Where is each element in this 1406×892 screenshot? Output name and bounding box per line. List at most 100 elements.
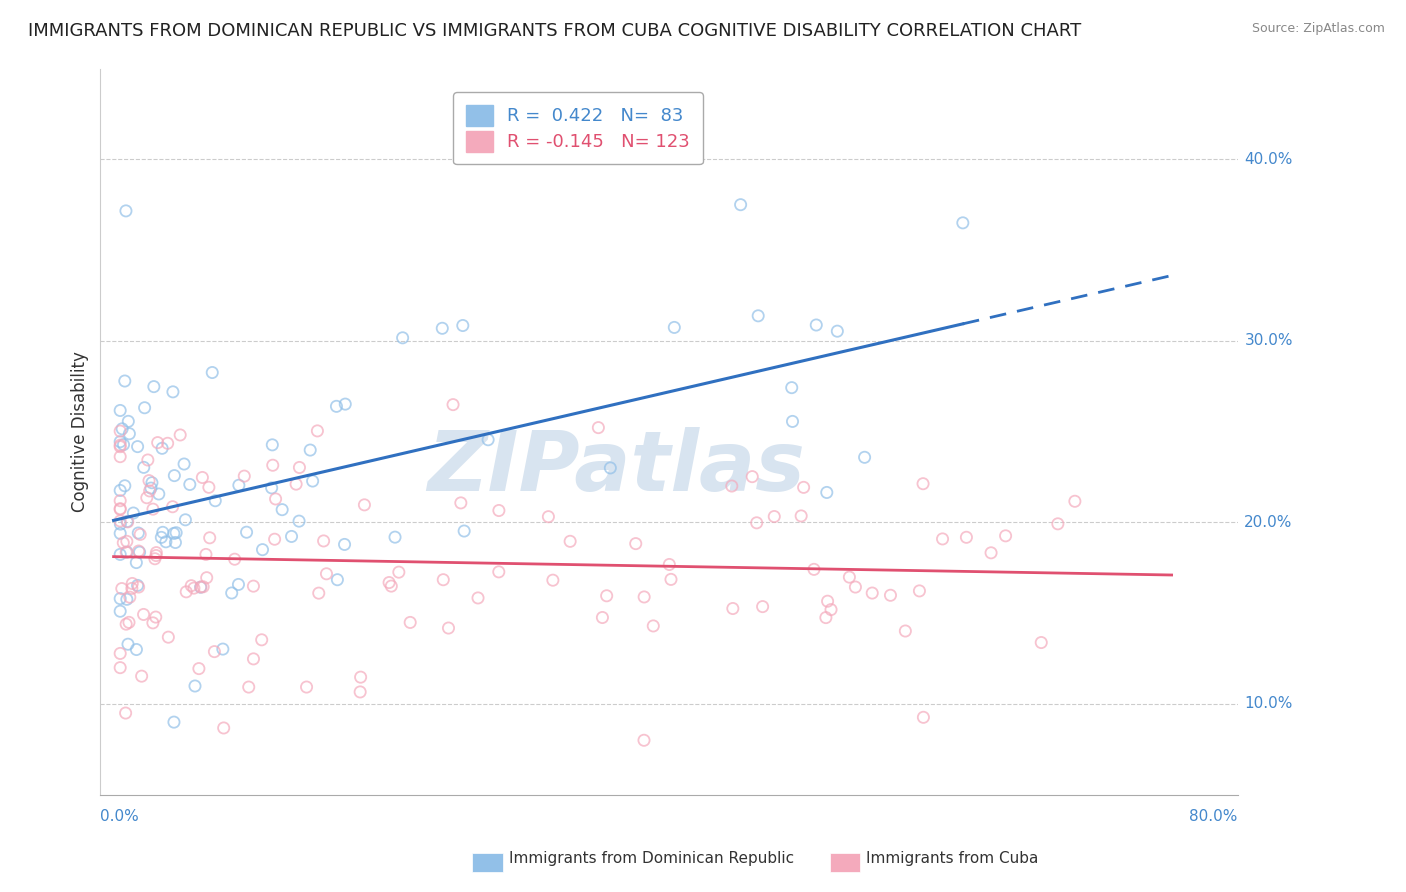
Text: ZIPatlas: ZIPatlas	[427, 427, 806, 508]
Point	[115, 515, 138, 529]
Point	[560, 534, 582, 549]
Point	[134, 401, 156, 415]
Point	[136, 453, 159, 467]
Point	[162, 500, 184, 514]
Point	[127, 526, 149, 541]
Point	[224, 552, 246, 566]
Point	[145, 546, 167, 560]
Point	[128, 580, 150, 594]
Point	[844, 580, 866, 594]
Point	[315, 566, 337, 581]
Point	[117, 414, 139, 428]
Point	[285, 477, 308, 491]
Point	[118, 590, 141, 604]
Point	[125, 642, 148, 657]
Point	[193, 580, 215, 594]
Point	[380, 579, 402, 593]
Point	[108, 434, 131, 449]
Point	[165, 525, 187, 540]
Point	[135, 491, 157, 505]
Point	[537, 509, 560, 524]
Point	[325, 400, 347, 414]
Point	[252, 542, 274, 557]
Point	[201, 366, 224, 380]
Point	[238, 680, 260, 694]
Point	[308, 586, 330, 600]
Point	[838, 570, 860, 584]
Point	[108, 647, 131, 661]
Point	[815, 485, 838, 500]
Point	[129, 527, 152, 541]
Point	[108, 514, 131, 528]
Point	[108, 438, 131, 452]
Point	[853, 450, 876, 465]
Point	[242, 579, 264, 593]
Point	[146, 435, 169, 450]
Point	[202, 645, 225, 659]
Point	[108, 548, 131, 562]
Point	[127, 578, 149, 592]
Point	[145, 549, 167, 563]
Point	[108, 591, 131, 606]
Point	[156, 436, 179, 450]
Point	[115, 617, 138, 632]
Point	[441, 398, 464, 412]
Text: 30.0%: 30.0%	[1244, 334, 1294, 349]
Point	[747, 309, 769, 323]
Point	[125, 556, 148, 570]
Point	[150, 530, 173, 544]
Point	[145, 610, 167, 624]
Point	[112, 437, 135, 451]
Point	[115, 203, 138, 218]
Point	[664, 320, 686, 334]
Point	[212, 721, 235, 735]
Point	[111, 422, 134, 436]
Text: 0.0%: 0.0%	[100, 809, 139, 824]
Point	[165, 535, 187, 549]
Point	[658, 558, 681, 572]
Point	[163, 468, 186, 483]
Point	[233, 469, 256, 483]
Point	[763, 509, 786, 524]
Point	[142, 615, 165, 630]
Point	[453, 524, 475, 538]
Point	[115, 534, 138, 549]
Point	[591, 610, 613, 624]
Point	[1046, 516, 1069, 531]
Point	[111, 582, 134, 596]
Legend: R =  0.422   N=  83, R = -0.145   N= 123: R = 0.422 N= 83, R = -0.145 N= 123	[453, 92, 703, 164]
Point	[1063, 494, 1085, 508]
Point	[384, 530, 406, 544]
Point	[108, 403, 131, 417]
Point	[191, 470, 214, 484]
Point	[271, 502, 294, 516]
Point	[741, 469, 763, 483]
Point	[114, 374, 136, 388]
Point	[399, 615, 422, 630]
Point	[108, 604, 131, 618]
Point	[184, 679, 207, 693]
Text: Source: ZipAtlas.com: Source: ZipAtlas.com	[1251, 22, 1385, 36]
Point	[263, 533, 285, 547]
Point	[235, 525, 257, 540]
Point	[141, 475, 163, 490]
Point	[138, 483, 160, 498]
Point	[541, 573, 564, 587]
Point	[162, 384, 184, 399]
Point	[204, 493, 226, 508]
Point	[335, 397, 357, 411]
Point	[721, 601, 744, 615]
Point	[183, 581, 205, 595]
Point	[121, 576, 143, 591]
Text: 10.0%: 10.0%	[1244, 697, 1292, 712]
Point	[333, 537, 356, 551]
Text: 40.0%: 40.0%	[1244, 152, 1292, 167]
Point	[242, 652, 264, 666]
Point	[450, 496, 472, 510]
Point	[138, 474, 160, 488]
Point	[228, 577, 250, 591]
Point	[143, 551, 166, 566]
Point	[432, 321, 454, 335]
Point	[174, 513, 197, 527]
Point	[190, 580, 212, 594]
